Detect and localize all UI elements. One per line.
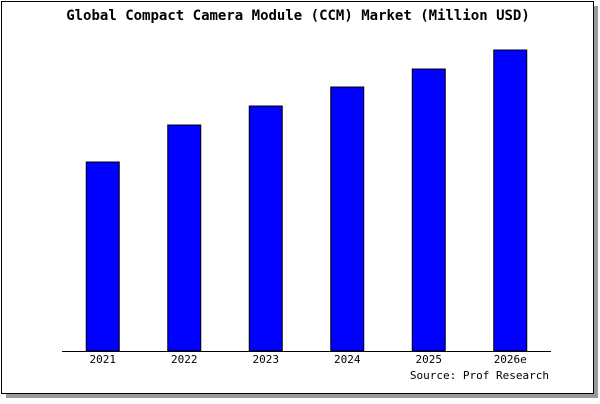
x-tick-label: 2022: [171, 353, 198, 366]
bar: [248, 105, 283, 352]
x-tick-label: 2023: [253, 353, 280, 366]
bar: [493, 49, 528, 352]
source-note: Source: Prof Research: [410, 369, 549, 382]
x-tick-label: 2025: [416, 353, 443, 366]
bar: [330, 86, 365, 352]
x-tick-label: 2021: [90, 353, 117, 366]
x-tick-label: 2026e: [494, 353, 527, 366]
bar: [167, 124, 202, 352]
x-tick-label: 2024: [334, 353, 361, 366]
bar: [411, 68, 446, 352]
chart-title: Global Compact Camera Module (CCM) Marke…: [66, 8, 530, 24]
bar: [85, 161, 120, 352]
